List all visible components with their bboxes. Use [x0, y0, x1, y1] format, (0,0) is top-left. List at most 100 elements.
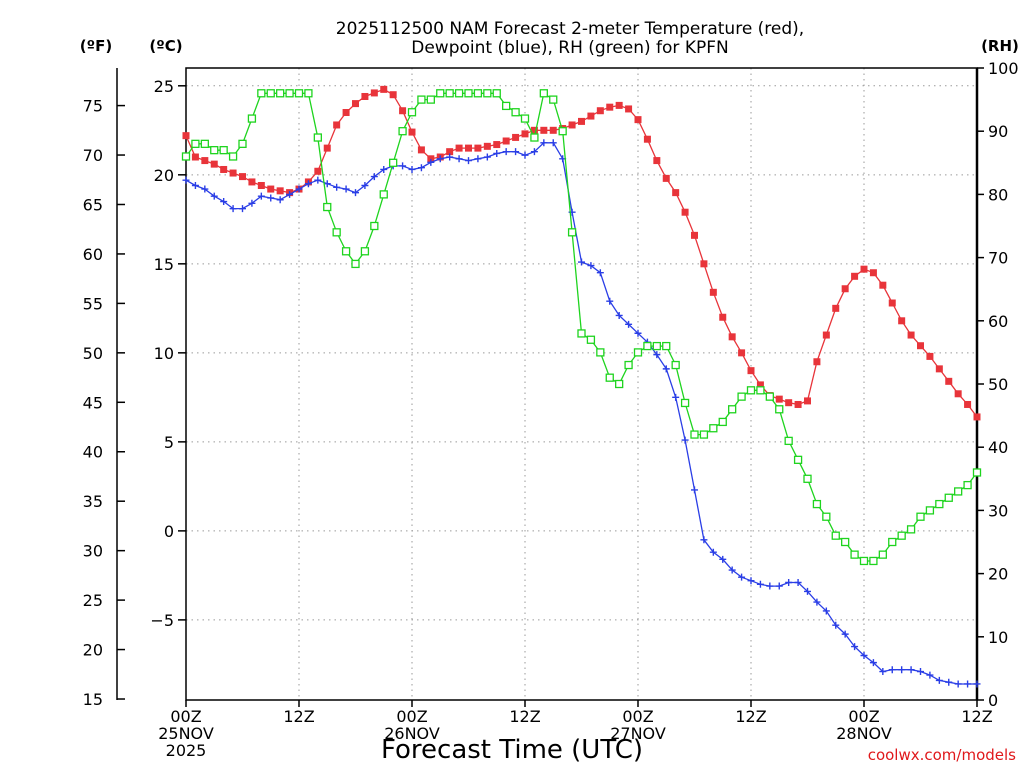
temperature-point [540, 126, 548, 134]
rh-point [247, 114, 257, 123]
rh-tick-label: 70 [988, 249, 1008, 268]
dewpoint-point [446, 153, 454, 161]
dewpoint-point [257, 192, 265, 200]
temperature-line [185, 88, 978, 418]
rh-point [680, 398, 690, 408]
dewpoint-point [832, 621, 840, 629]
dewpoint-point [361, 181, 369, 189]
temperature-point [926, 352, 934, 360]
temperature-point [239, 173, 246, 181]
tick-labels: 2520151050−57570656055504540353025201510… [83, 59, 1019, 760]
x-tick-label: 25NOV [158, 724, 214, 743]
temperature-point [455, 144, 463, 152]
fahrenheit-tick-label: 40 [83, 443, 103, 462]
rh-point [888, 537, 897, 547]
rh-point [756, 386, 765, 395]
rh-point [549, 95, 558, 104]
rh-point [426, 95, 435, 104]
dewpoint-point [417, 164, 425, 172]
temperature-point [248, 178, 256, 186]
rh-point [850, 550, 859, 559]
rh-point [690, 430, 699, 439]
temperature-point [333, 121, 341, 129]
rh-point [313, 133, 322, 142]
rh-point [878, 550, 887, 559]
rh-point [954, 487, 963, 496]
rh-point [294, 89, 304, 98]
dewpoint-point [851, 643, 859, 651]
rh-point [332, 228, 341, 237]
rh-point [765, 392, 774, 401]
rh-point [718, 417, 727, 427]
temperature-point [888, 299, 896, 307]
rh-point [238, 139, 247, 148]
fahrenheit-tick-label: 35 [83, 492, 103, 511]
temperature-point [352, 100, 359, 108]
dewpoint-point [917, 668, 924, 676]
rh-point [530, 133, 539, 142]
rh-point [445, 89, 454, 98]
dewpoint-point [352, 189, 359, 197]
temperature-point [935, 365, 943, 373]
rh-tick-label: 0 [988, 691, 998, 710]
rh-point [652, 341, 661, 351]
temperature-point [408, 128, 416, 136]
temperature-point [709, 288, 717, 296]
rh-tick-label: 20 [988, 565, 1008, 584]
dewpoint-point [888, 666, 896, 674]
temperature-point [549, 126, 557, 134]
rh-point [963, 480, 972, 490]
rh-point [728, 405, 737, 414]
dewpoint-point [860, 651, 868, 659]
dewpoint-point [662, 365, 670, 373]
rh-point [699, 430, 709, 439]
x-tick-label: 00Z [396, 707, 427, 726]
series-rh [181, 89, 982, 566]
rh-tick-label: 30 [988, 501, 1008, 520]
dewpoint-point [474, 155, 482, 163]
x-axis-title: Forecast Time (UTC) [381, 735, 643, 765]
rh-tick-label: 60 [988, 312, 1008, 331]
temperature-point [267, 185, 275, 193]
rh-point [605, 373, 614, 382]
title-line-1: 2025112500 NAM Forecast 2-meter Temperat… [336, 19, 804, 39]
rh-tick-label: 80 [988, 185, 1008, 204]
rh-point [276, 89, 285, 98]
plot-frame [185, 67, 978, 701]
temperature-point [191, 153, 199, 161]
fahrenheit-tick-label: 75 [83, 97, 103, 116]
temperature-point [417, 146, 425, 154]
rh-point [323, 202, 332, 212]
rh-point [454, 89, 464, 98]
fahrenheit-tick-label: 15 [83, 690, 103, 709]
fahrenheit-tick-label: 30 [83, 542, 103, 561]
rh-point [379, 190, 388, 199]
dewpoint-point [775, 582, 783, 590]
temperature-point [917, 342, 924, 350]
temperature-point [964, 400, 972, 408]
rh-point [793, 455, 803, 464]
dewpoint-point [869, 659, 877, 667]
rh-point [407, 108, 417, 117]
dewpoint-point [483, 153, 491, 161]
temperature-point [210, 160, 218, 168]
temperature-point [229, 169, 237, 177]
dewpoint-point [578, 258, 585, 266]
temperature-point [342, 109, 350, 117]
rh-point [615, 379, 624, 389]
dewpoint-point [672, 393, 680, 401]
temperature-point [775, 395, 783, 403]
rh-tick-label: 100 [988, 59, 1019, 78]
dewpoint-point [954, 680, 962, 688]
temperature-point [474, 144, 482, 152]
rh-tick-label: 90 [988, 122, 1008, 141]
temperature-point [747, 367, 755, 375]
rh-point [558, 127, 567, 136]
dewpoint-point [314, 176, 322, 184]
temperature-point [954, 390, 962, 398]
rh-point [643, 341, 652, 351]
rh-point [746, 386, 756, 395]
x-tick-label: 00Z [170, 707, 201, 726]
rh-point [360, 247, 370, 256]
temperature-point [700, 260, 708, 268]
